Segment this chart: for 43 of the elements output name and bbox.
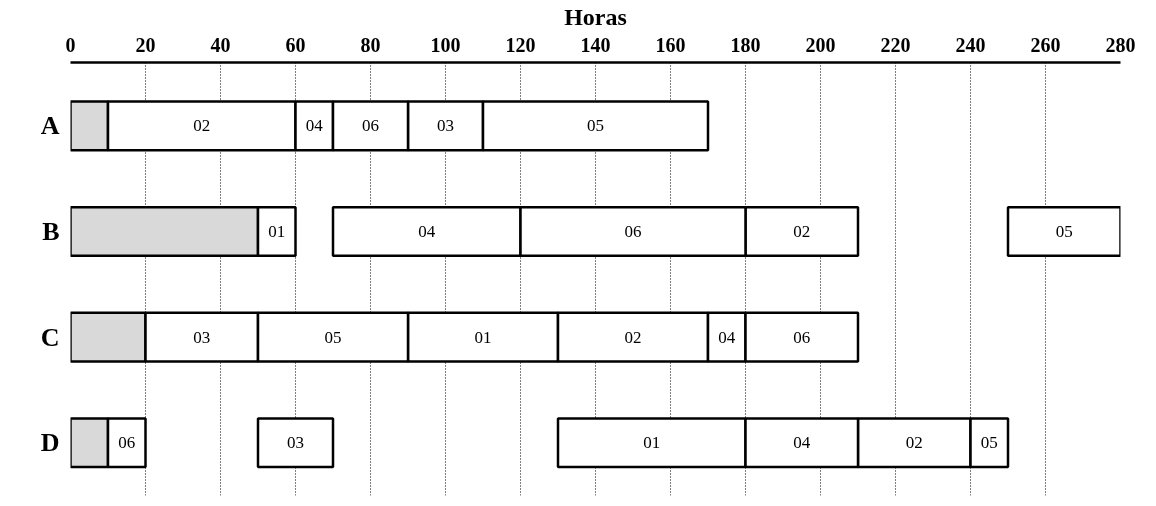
y-tick-label: B bbox=[42, 216, 60, 246]
x-tick-label: 240 bbox=[955, 33, 986, 56]
text: 05 bbox=[587, 116, 604, 136]
series-label: 02 bbox=[624, 327, 642, 347]
x-tick-label: 140 bbox=[580, 33, 611, 56]
text: 05 bbox=[1055, 221, 1073, 241]
text: 06 bbox=[362, 116, 379, 136]
bar bbox=[256, 417, 335, 469]
series-label: 03 bbox=[193, 327, 211, 347]
text: 03 bbox=[437, 116, 454, 136]
x-tick-label: 120 bbox=[505, 33, 536, 56]
text: 06 bbox=[793, 327, 811, 347]
x-tick-label: 180 bbox=[730, 33, 761, 56]
text: 02 bbox=[193, 116, 211, 136]
x-tick-label: 40 bbox=[210, 33, 231, 56]
x-axis-title: Horas bbox=[564, 3, 627, 30]
y-tick-label: C bbox=[40, 322, 60, 352]
series-label: 06 bbox=[118, 433, 136, 453]
text: 01 bbox=[643, 433, 661, 453]
y-tick-label: D bbox=[40, 428, 60, 458]
series-label: 04 bbox=[305, 116, 324, 136]
x-tick-label: 0 bbox=[65, 33, 76, 56]
text: 06 bbox=[624, 221, 642, 241]
text: 02 bbox=[793, 221, 811, 241]
text: 04 bbox=[418, 221, 436, 241]
series-label: 05 bbox=[980, 433, 998, 453]
x-tick-label: 280 bbox=[1105, 33, 1136, 56]
text: 04 bbox=[793, 433, 811, 453]
x-tick-label: 160 bbox=[655, 33, 686, 56]
text: 01 bbox=[474, 327, 492, 347]
x-tick-label: 220 bbox=[880, 33, 911, 56]
y-tick-label: A bbox=[40, 111, 60, 141]
x-tick-label: 80 bbox=[360, 33, 381, 56]
x-tick-label: 100 bbox=[430, 33, 461, 56]
text: 02 bbox=[905, 433, 923, 453]
series-label: 01 bbox=[268, 221, 286, 241]
x-tick-label: 20 bbox=[135, 33, 156, 56]
text: 03 bbox=[287, 433, 304, 453]
x-tick-label: 200 bbox=[805, 33, 836, 56]
x-tick-label: 60 bbox=[285, 33, 306, 56]
text: 04 bbox=[718, 327, 736, 347]
x-tick-label: 260 bbox=[1030, 33, 1061, 56]
text: 05 bbox=[324, 327, 342, 347]
